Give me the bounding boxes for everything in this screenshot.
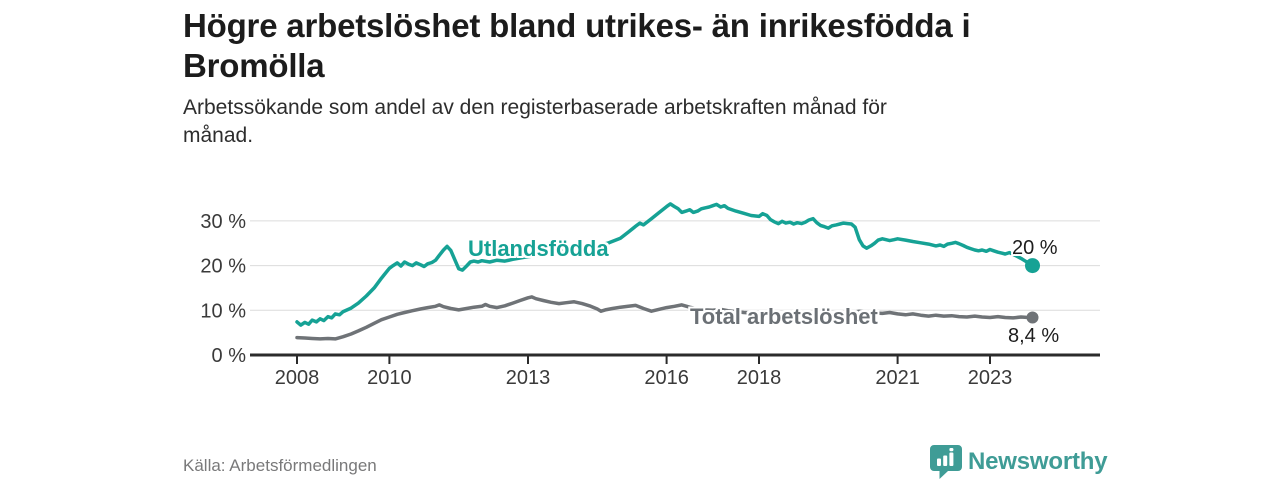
- y-tick-label: 10 %: [200, 300, 246, 322]
- chart-subtitle: Arbetssökande som andel av den registerb…: [183, 94, 887, 150]
- y-tick-label: 20 %: [200, 256, 246, 278]
- series-label-utlandsfodda: Utlandsfödda: [468, 236, 609, 261]
- y-tick-label: 0 %: [212, 345, 247, 367]
- end-value-label-utlandsfodda: 20 %: [1012, 237, 1058, 259]
- newsworthy-brand-text: Newsworthy: [968, 448, 1108, 475]
- page-title-line-1: Högre arbetslöshet bland utrikes- än inr…: [183, 7, 971, 44]
- series-end-dot-utlandsfodda: [1025, 258, 1040, 274]
- x-tick-label: 2023: [968, 367, 1013, 389]
- x-tick-label: 2018: [737, 367, 782, 389]
- y-tick-label: 30 %: [200, 211, 246, 233]
- x-tick-label: 2021: [875, 367, 920, 389]
- page-title-line-2: Bromölla: [183, 47, 325, 84]
- x-tick-label: 2008: [275, 367, 320, 389]
- chart-subtitle-line-1: Arbetssökande som andel av den registerb…: [183, 96, 887, 119]
- series-line-utlandsfodda: [295, 202, 1035, 327]
- series-line-total: [295, 295, 1035, 341]
- series-label-total-arbetsloshet: Total arbetslöshet: [690, 304, 878, 329]
- x-tick-label: 2010: [367, 367, 412, 389]
- chart-subtitle-line-2: månad.: [183, 124, 254, 147]
- series-end-dot-total: [1026, 311, 1039, 324]
- newsworthy-logo-icon: [930, 445, 962, 479]
- x-tick-label: 2016: [644, 367, 689, 389]
- source-note: Källa: Arbetsförmedlingen: [183, 456, 377, 475]
- end-value-label-total: 8,4 %: [1008, 325, 1060, 347]
- page-title: Högre arbetslöshet bland utrikes- än inr…: [183, 6, 971, 86]
- x-tick-label: 2013: [506, 367, 551, 389]
